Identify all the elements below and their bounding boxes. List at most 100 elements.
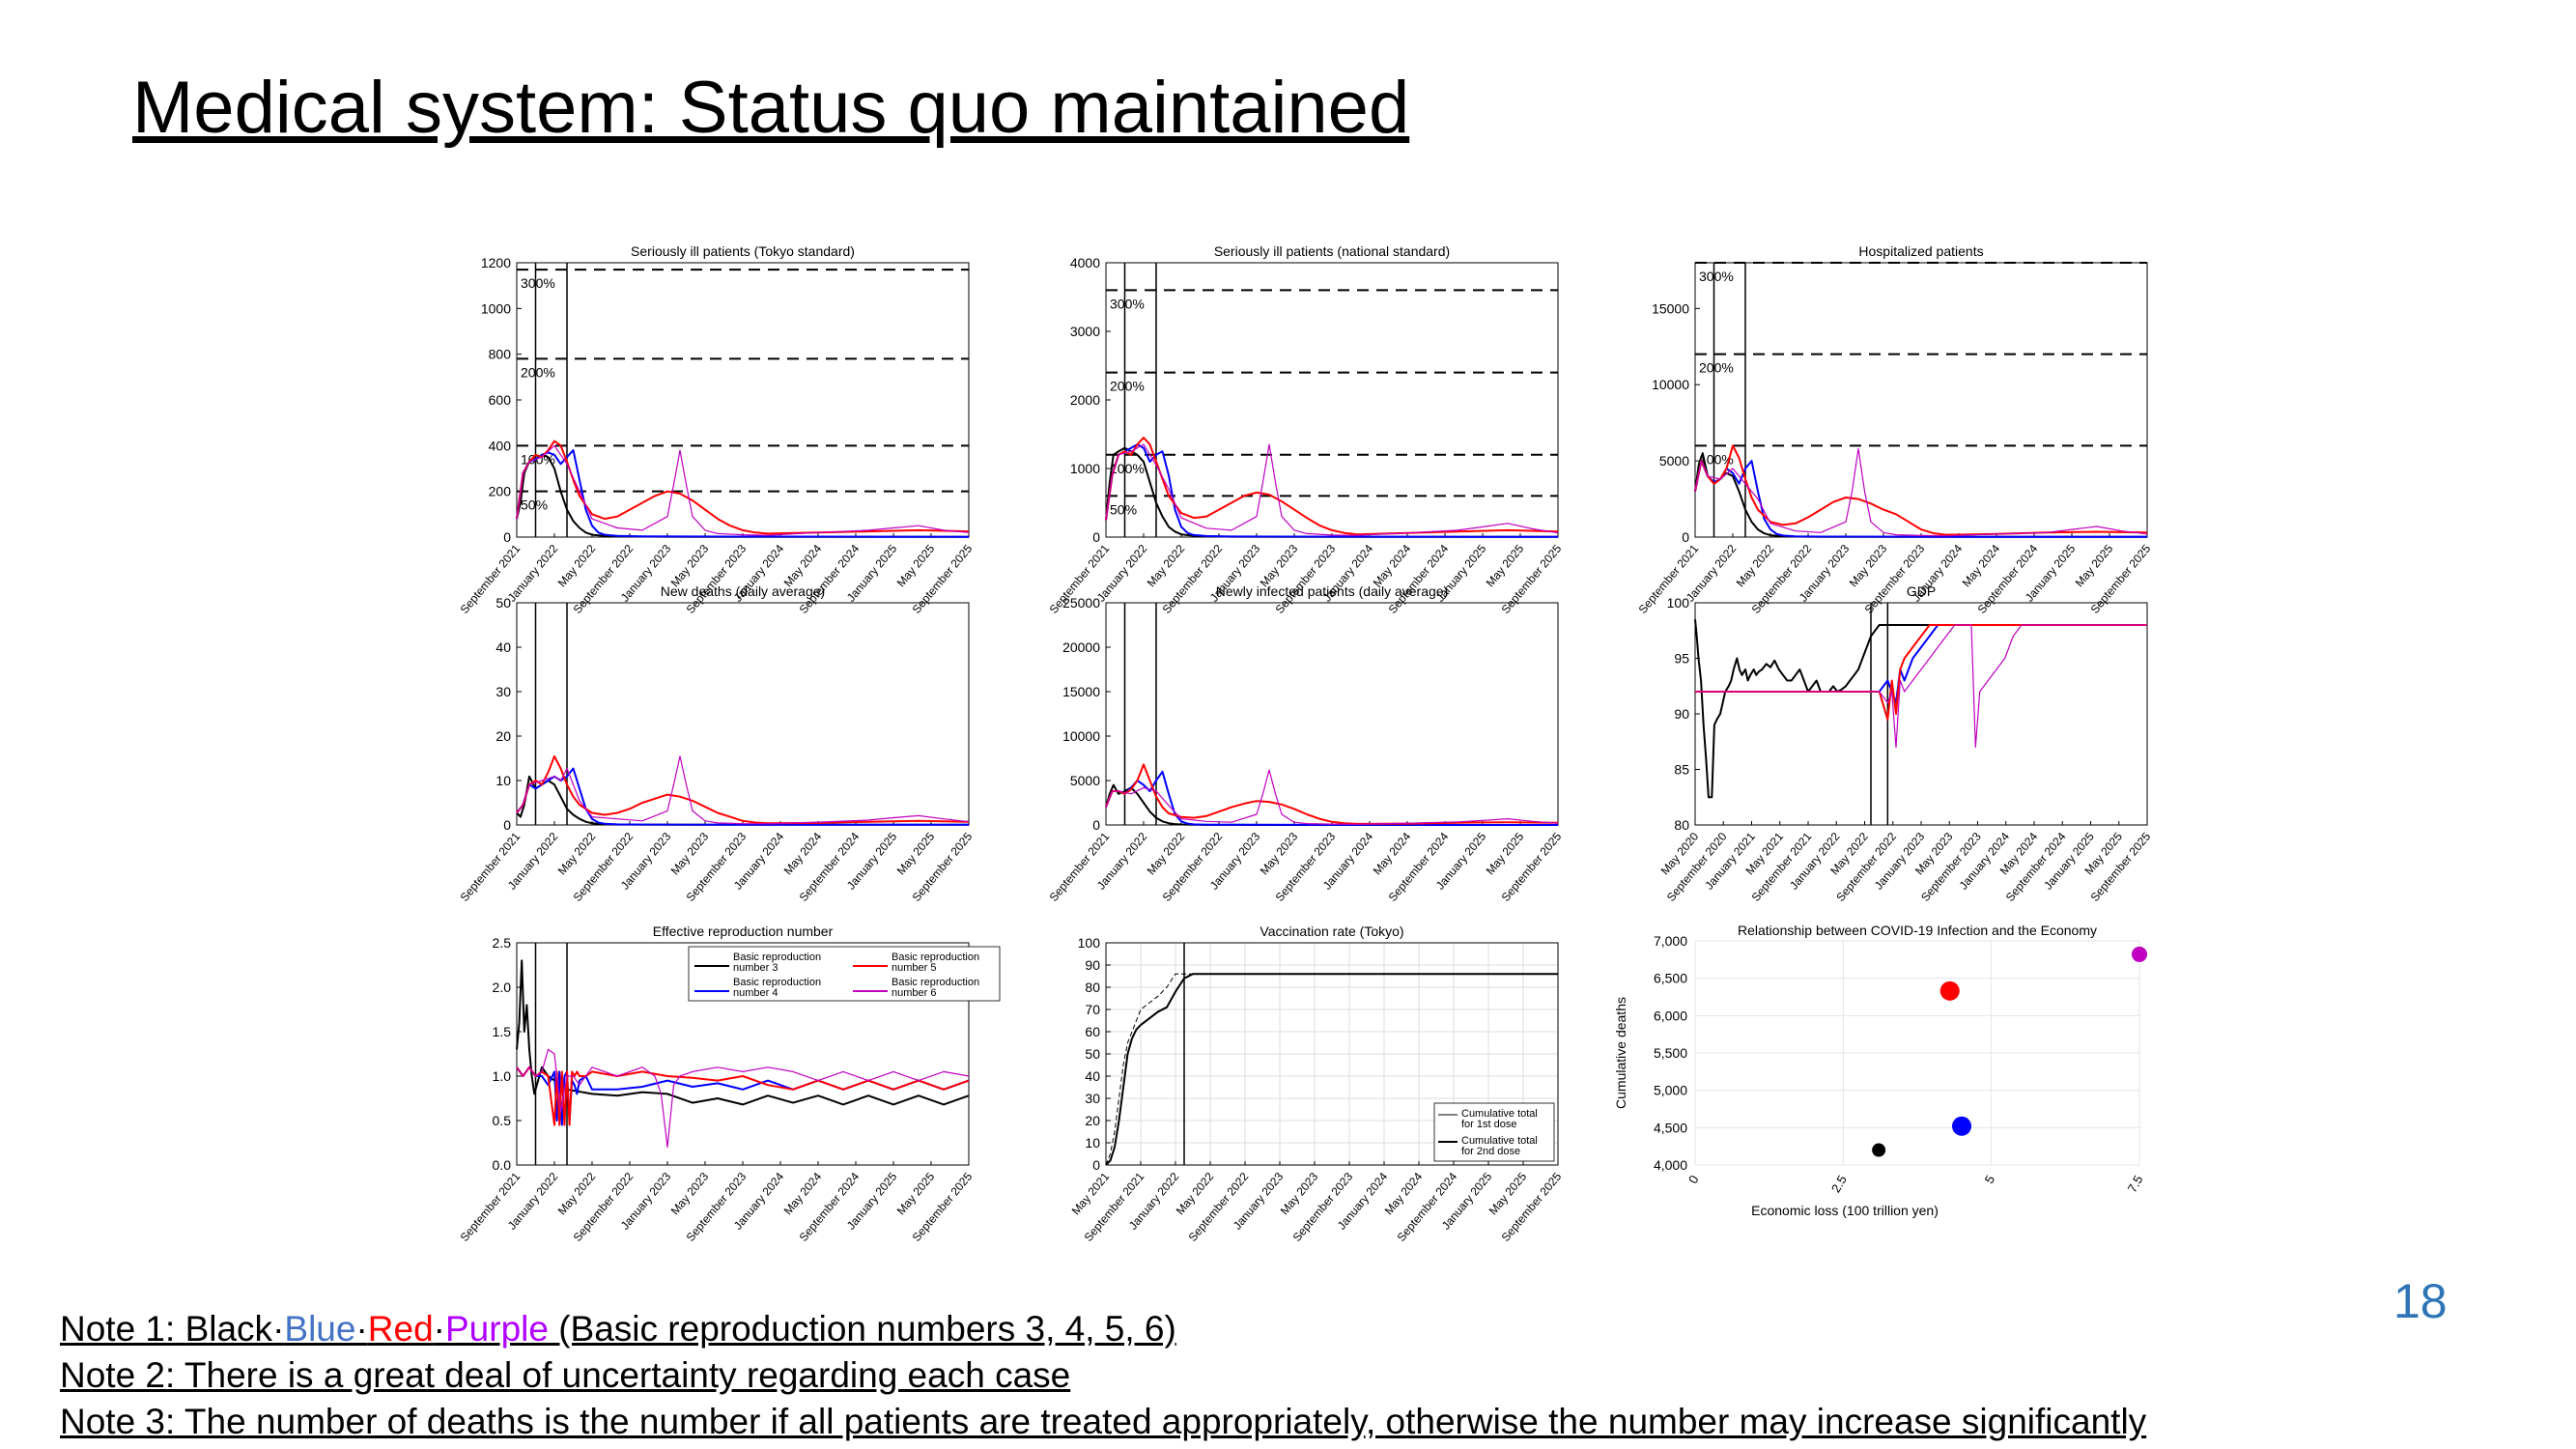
series-line-red bbox=[1694, 444, 2148, 536]
y-tick-label: 85 bbox=[1674, 762, 1689, 778]
chart-title: Vaccination rate (Tokyo) bbox=[1260, 923, 1403, 939]
legend-label: Cumulative total bbox=[1461, 1108, 1538, 1120]
note-1-prefix: Note 1: bbox=[60, 1309, 185, 1349]
y-tick-label: 70 bbox=[1085, 1002, 1100, 1017]
y-tick-label: 40 bbox=[1085, 1068, 1100, 1084]
y-tick-label: 5,000 bbox=[1654, 1083, 1687, 1098]
y-tick-label: 600 bbox=[489, 392, 512, 408]
y-tick-label: 3000 bbox=[1070, 324, 1100, 339]
y-tick-label: 5000 bbox=[1659, 453, 1689, 469]
note-1: Note 1: Black·Blue·Red·Purple (Basic rep… bbox=[60, 1309, 1176, 1350]
series-line-blue bbox=[1105, 443, 1559, 538]
y-tick-label: 100 bbox=[1078, 935, 1101, 951]
data-point-purple bbox=[2132, 946, 2147, 962]
y-tick-label: 0 bbox=[1092, 529, 1100, 545]
y-tick-label: 60 bbox=[1085, 1024, 1100, 1039]
data-point-blue bbox=[1952, 1116, 1971, 1136]
series-line-purple bbox=[1105, 769, 1559, 825]
legend-label: Basic reproduction bbox=[892, 952, 979, 963]
legend-label: number 5 bbox=[892, 962, 936, 974]
y-tick-label: 0 bbox=[1092, 817, 1100, 833]
y-tick-label: 0 bbox=[503, 529, 511, 545]
y-tick-label: 200 bbox=[489, 484, 512, 499]
y-tick-label: 80 bbox=[1674, 817, 1689, 833]
series-line-purple bbox=[1694, 447, 2148, 537]
chart-title: GDP bbox=[1907, 583, 1936, 599]
x-tick-label: 5 bbox=[1982, 1173, 1998, 1186]
y-tick-label: 90 bbox=[1085, 957, 1100, 973]
y-tick-label: 400 bbox=[489, 438, 512, 453]
series-line-red bbox=[516, 1065, 970, 1126]
series-line-purple bbox=[516, 755, 970, 825]
y-tick-label: 15000 bbox=[1062, 684, 1100, 699]
note-1-sep-2: · bbox=[355, 1309, 368, 1349]
series-line-red bbox=[516, 754, 970, 825]
y-tick-label: 5,500 bbox=[1654, 1045, 1687, 1061]
y-tick-label: 10 bbox=[1085, 1135, 1100, 1151]
x-tick-label: September 2025 bbox=[1499, 1170, 1565, 1244]
series-line-black bbox=[1105, 783, 1558, 826]
note-3: Note 3: The number of deaths is the numb… bbox=[60, 1402, 2147, 1441]
legend-label: number 3 bbox=[733, 962, 778, 974]
series-line-purple bbox=[516, 1048, 970, 1149]
series-line-purple bbox=[1695, 624, 2147, 749]
y-axis-label: Cumulative deaths bbox=[1613, 997, 1628, 1109]
legend-box bbox=[1433, 1102, 1555, 1162]
note-1-blue: Blue bbox=[284, 1309, 356, 1349]
series-line-purple bbox=[1105, 443, 1559, 536]
y-tick-label: 0 bbox=[503, 817, 511, 833]
y-tick-label: 15000 bbox=[1652, 300, 1689, 316]
y-tick-label: 1000 bbox=[1070, 461, 1100, 476]
data-point-red bbox=[1939, 980, 1960, 1001]
capacity-label: 50% bbox=[1110, 501, 1137, 517]
series-line-red bbox=[516, 440, 970, 535]
capacity-label: 100% bbox=[1110, 461, 1145, 476]
plot-frame bbox=[1694, 262, 2148, 538]
series-line-blue bbox=[516, 449, 970, 538]
chart-seriously-ill-national: Seriously ill patients (national standar… bbox=[1047, 243, 1565, 616]
note-1-purple: Purple bbox=[445, 1309, 549, 1349]
chart-hospitalized: Hospitalized patients050001000015000Sept… bbox=[1636, 243, 2154, 616]
legend-label: Basic reproduction bbox=[733, 952, 821, 963]
y-tick-label: 2.5 bbox=[493, 935, 512, 951]
chart-title: Seriously ill patients (national standar… bbox=[1214, 243, 1450, 259]
series-line-blue bbox=[1105, 770, 1559, 826]
y-tick-label: 20000 bbox=[1062, 639, 1100, 655]
plot-frame bbox=[516, 602, 970, 826]
x-tick-label: September 2021 bbox=[458, 1170, 524, 1244]
series-line-black bbox=[1105, 446, 1558, 538]
series-line-red bbox=[1105, 437, 1559, 536]
x-tick-label: September 2021 bbox=[458, 830, 524, 904]
note-1-black: Black bbox=[184, 1309, 273, 1349]
series-line-red bbox=[1695, 624, 2147, 721]
x-tick-label: 2.5 bbox=[1828, 1173, 1850, 1195]
chart-title: Newly infected patients (daily average) bbox=[1216, 583, 1448, 599]
chart-seriously-ill-tokyo: Seriously ill patients (Tokyo standard) 0… bbox=[458, 243, 976, 616]
capacity-label: 300% bbox=[1110, 296, 1145, 311]
series-line-blue bbox=[1694, 460, 2148, 538]
y-tick-label: 2000 bbox=[1070, 392, 1100, 408]
legend-label: Basic reproduction bbox=[733, 977, 821, 988]
legend-label: number 6 bbox=[892, 987, 936, 999]
note-1-red: Red bbox=[367, 1309, 434, 1349]
y-tick-label: 100 bbox=[1667, 595, 1690, 611]
y-tick-label: 20 bbox=[1085, 1113, 1100, 1128]
y-tick-label: 4000 bbox=[1070, 255, 1100, 270]
y-tick-label: 0 bbox=[1682, 529, 1689, 545]
x-tick-label: September 2024 bbox=[1395, 1170, 1460, 1244]
chart-infection-vs-economy: Relationship between COVID-19 Infection … bbox=[1613, 923, 2147, 1218]
data-point-black bbox=[1872, 1143, 1886, 1157]
y-tick-label: 6,500 bbox=[1654, 971, 1687, 986]
x-tick-label: 7.5 bbox=[2125, 1173, 2146, 1195]
x-axis-label: Economic loss (100 trillion yen) bbox=[1751, 1203, 1939, 1218]
x-tick-label: 0 bbox=[1685, 1173, 1702, 1186]
chart-new-infections: Newly infected patients (daily average) 0… bbox=[1047, 583, 1565, 904]
y-tick-label: 95 bbox=[1674, 651, 1689, 667]
capacity-label: 200% bbox=[521, 364, 555, 380]
y-tick-label: 30 bbox=[495, 684, 511, 699]
y-tick-label: 4,000 bbox=[1654, 1157, 1687, 1173]
capacity-label: 100% bbox=[1699, 451, 1734, 467]
capacity-label: 50% bbox=[521, 497, 548, 513]
x-tick-label: September 2021 bbox=[1047, 830, 1113, 904]
chart-vaccination-rate: Vaccination rate (Tokyo) 0 10 20 30 40 50 60 70 8… bbox=[1069, 923, 1565, 1244]
